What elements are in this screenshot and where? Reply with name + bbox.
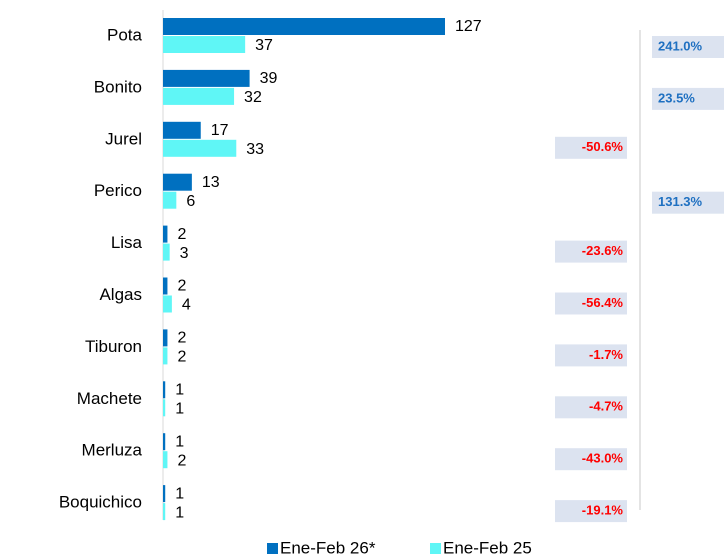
change-box	[555, 136, 627, 159]
bar	[163, 433, 166, 451]
category-label: Merluza	[82, 441, 143, 460]
value-label: 2	[177, 278, 186, 295]
value-label: 4	[182, 297, 191, 314]
legend-label: Ene-Feb 25	[443, 538, 532, 557]
change-label: -56.4%	[582, 295, 624, 310]
bar	[163, 173, 192, 191]
value-label: 2	[177, 330, 186, 347]
legend-label: Ene-Feb 26*	[280, 538, 376, 557]
value-label: 1	[175, 504, 184, 521]
bar	[163, 191, 177, 209]
change-label: -19.1%	[582, 503, 624, 518]
value-label: 2	[177, 226, 186, 243]
legend-swatch	[267, 543, 278, 554]
value-label: 13	[202, 174, 220, 191]
change-box	[652, 191, 724, 214]
bar	[163, 121, 201, 139]
category-label: Tiburon	[85, 337, 142, 356]
category-label: Boquichico	[59, 493, 142, 512]
bar	[163, 36, 246, 53]
change-label: -50.6%	[582, 139, 624, 154]
bar	[163, 277, 168, 295]
category-label: Algas	[99, 285, 142, 304]
value-label: 1	[175, 382, 184, 399]
bar	[163, 451, 168, 469]
change-box	[555, 448, 627, 471]
bar	[163, 243, 170, 261]
value-label: 39	[260, 70, 278, 87]
change-label: 23.5%	[658, 90, 695, 105]
change-label: 131.3%	[658, 194, 703, 209]
change-label: -23.6%	[582, 243, 624, 258]
value-label: 3	[180, 245, 189, 262]
bar	[163, 503, 166, 521]
change-label: -4.7%	[589, 399, 623, 414]
bar	[163, 87, 235, 105]
bar	[163, 69, 250, 87]
bar	[163, 347, 168, 365]
bar	[163, 295, 172, 313]
value-label: 1	[175, 401, 184, 418]
change-box	[555, 240, 627, 263]
change-box	[652, 87, 724, 110]
bar	[163, 18, 445, 35]
legend-swatch	[430, 543, 441, 554]
category-label: Bonito	[94, 77, 142, 96]
bar	[163, 329, 168, 347]
value-label: 1	[175, 485, 184, 502]
bar	[163, 139, 237, 157]
change-box	[555, 396, 627, 419]
change-label: -1.7%	[589, 347, 623, 362]
category-label: Lisa	[111, 233, 143, 252]
value-label: 6	[186, 193, 195, 210]
change-box	[652, 36, 724, 58]
value-label: 1	[175, 433, 184, 450]
change-box	[555, 292, 627, 315]
category-label: Jurel	[105, 129, 142, 148]
value-label: 2	[177, 452, 186, 469]
change-label: 241.0%	[658, 38, 703, 53]
value-label: 127	[455, 18, 482, 35]
bar	[163, 485, 166, 503]
category-label: Perico	[94, 181, 142, 200]
value-label: 2	[177, 349, 186, 366]
change-box	[555, 344, 627, 367]
value-label: 33	[246, 141, 264, 158]
bar	[163, 381, 166, 399]
bar	[163, 399, 166, 417]
change-box	[555, 500, 627, 523]
category-label: Machete	[77, 389, 142, 408]
category-label: Pota	[107, 25, 143, 44]
value-label: 37	[255, 37, 273, 54]
value-label: 32	[244, 89, 262, 106]
bar	[163, 225, 168, 243]
change-label: -43.0%	[582, 451, 624, 466]
value-label: 17	[211, 122, 229, 139]
